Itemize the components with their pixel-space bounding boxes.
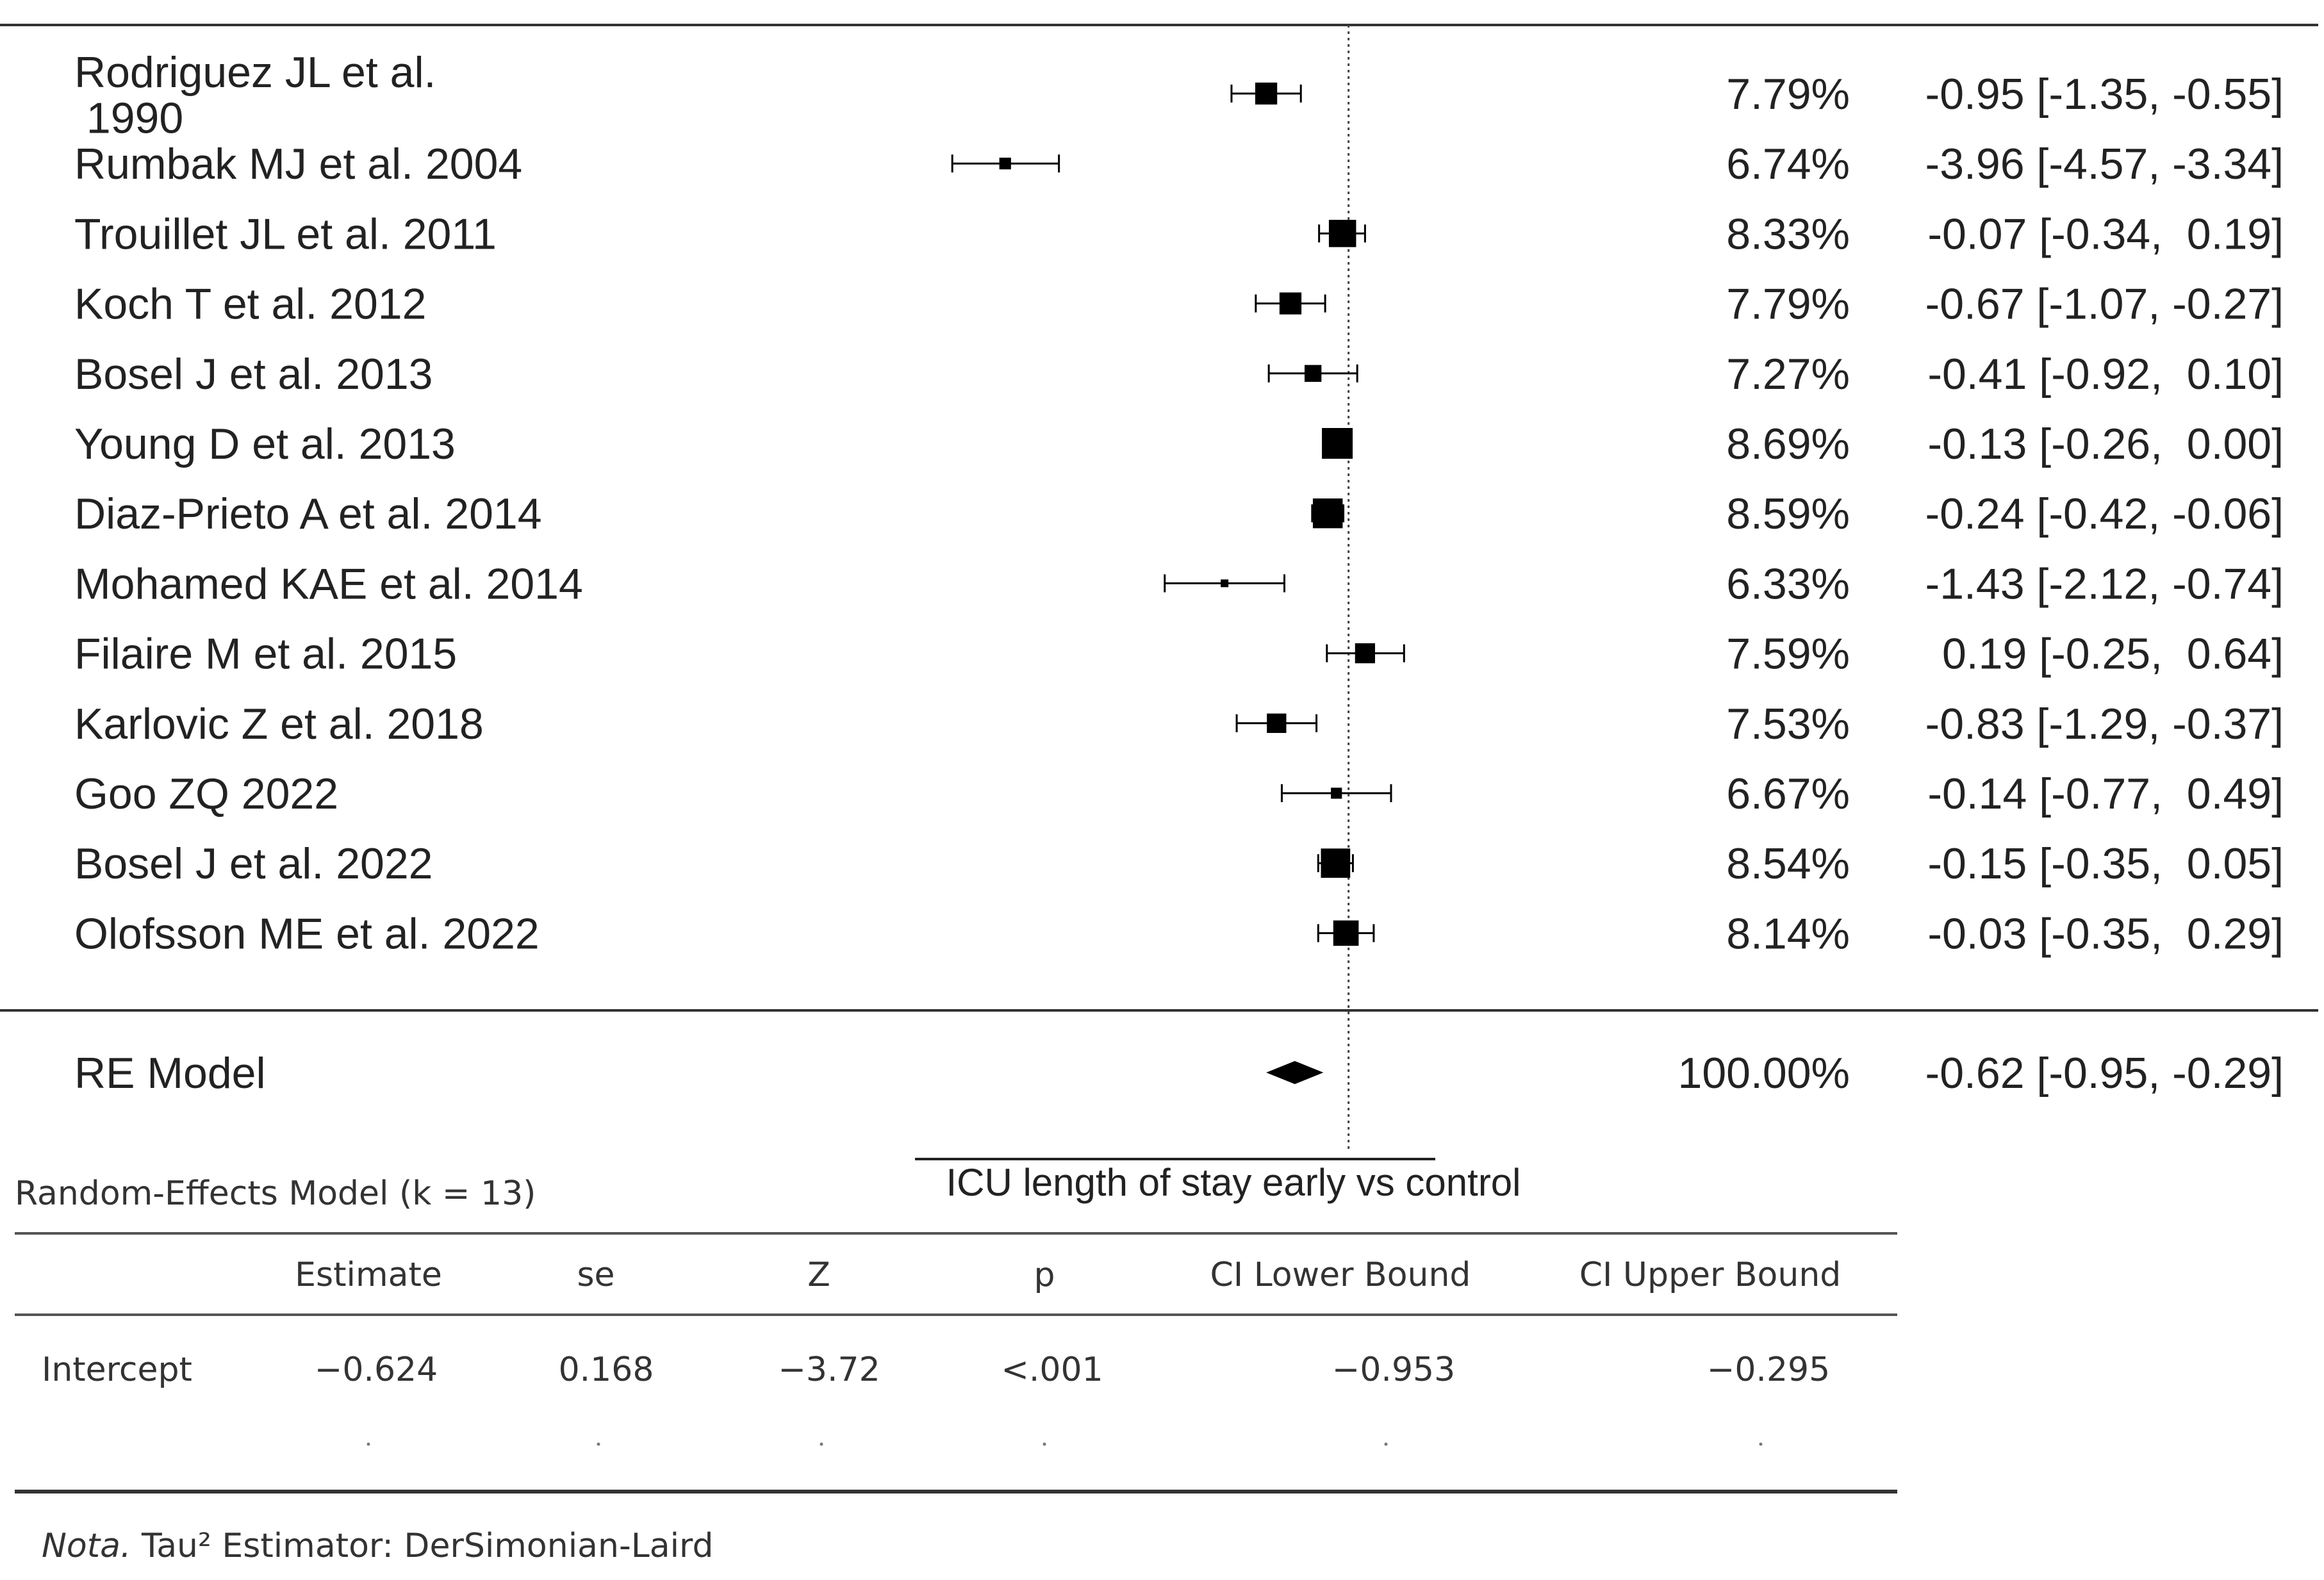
weight-label: 8.33% [1726,210,1850,258]
ci-label: -0.95 [-1.35, -0.55] [1925,70,2284,119]
weight-label: 8.14% [1726,909,1850,958]
ci-label: -0.15 [-0.35, 0.05] [1927,839,2284,888]
study-label: Rodriguez JL et al. 1990 [74,48,436,142]
table-cell: <.001 [1001,1351,1103,1389]
x-axis-label: ICU length of stay early vs control [946,1161,1520,1204]
ci-label: -0.14 [-0.77, 0.49] [1927,769,2284,818]
study-label: Goo ZQ 2022 [74,769,338,818]
weight-label: 7.59% [1726,630,1850,679]
estimate-square [1267,713,1287,733]
study-label: Young D et al. 2013 [74,420,456,468]
pooled-ci-label: -0.62 [-0.95, -0.29] [1925,1049,2284,1098]
estimate-square [1321,848,1351,878]
ci-label: -0.07 [-0.34, 0.19] [1927,210,2284,258]
table-cell: −0.953 [1332,1351,1455,1389]
estimate-square [1221,579,1229,588]
weight-label: 8.54% [1726,839,1850,888]
weight-label: 8.69% [1726,420,1850,468]
estimate-square [1312,498,1343,529]
ci-label: -0.83 [-1.29, -0.37] [1925,700,2284,748]
study-label: Olofsson ME et al. 2022 [74,909,540,958]
table-cell: −0.295 [1707,1351,1830,1389]
table-header: se [577,1256,614,1294]
weight-label: 8.59% [1726,490,1850,538]
table-header: CI Upper Bound [1579,1256,1842,1294]
ci-label: -0.67 [-1.07, -0.27] [1925,280,2284,329]
weight-label: 6.33% [1726,559,1850,608]
pooled-diamond [1266,1061,1324,1084]
study-label: Bosel J et al. 2013 [74,350,433,399]
table-dot [1384,1442,1388,1446]
table-dot [367,1442,370,1446]
table-dot [1759,1442,1763,1446]
study-label: Rumbak MJ et al. 2004 [74,140,522,188]
table-dot [820,1442,823,1446]
table-header: p [1034,1256,1055,1294]
ci-label: 0.19 [-0.25, 0.64] [1930,630,2284,679]
estimate-square [1331,787,1342,799]
weight-label: 7.53% [1726,700,1850,748]
weight-label: 7.79% [1726,70,1850,119]
table-header: Z [807,1256,830,1294]
ci-label: -0.24 [-0.42, -0.06] [1925,490,2284,538]
estimate-square [999,158,1011,170]
ci-label: -0.13 [-0.26, 0.00] [1927,420,2284,468]
ci-label: -0.41 [-0.92, 0.10] [1927,350,2284,399]
table-dot [1043,1442,1046,1446]
study-label: Koch T et al. 2012 [74,280,426,329]
weight-label: 7.79% [1726,280,1850,329]
pooled-label: RE Model [74,1049,266,1098]
ci-label: -3.96 [-4.57, -3.34] [1925,140,2284,188]
weight-label: 6.74% [1726,140,1850,188]
note-prefix: Nota. [42,1527,131,1565]
estimate-square [1328,220,1356,247]
note-text: Tau² Estimator: DerSimonian-Laird [141,1527,713,1565]
weight-label: 7.27% [1726,350,1850,399]
table-dot [597,1442,600,1446]
estimate-square [1255,82,1278,105]
study-label: Diaz-Prieto A et al. 2014 [74,490,542,538]
estimate-square [1333,920,1359,946]
estimate-square [1279,292,1302,315]
estimate-square [1322,428,1353,459]
ci-label: -1.43 [-2.12, -0.74] [1925,559,2284,608]
study-label: Trouillet JL et al. 2011 [74,210,497,258]
row-label: Intercept [42,1351,192,1389]
table-header: Estimate [295,1256,442,1294]
estimate-square [1355,643,1375,664]
ci-label: -0.03 [-0.35, 0.29] [1927,909,2284,958]
table-cell: 0.168 [559,1351,654,1389]
estimate-square [1305,365,1322,382]
pooled-weight: 100.00% [1678,1049,1850,1098]
study-label: Mohamed KAE et al. 2014 [74,559,583,608]
table-header: CI Lower Bound [1210,1256,1471,1294]
table-cell: −3.72 [778,1351,880,1389]
study-label: Filaire M et al. 2015 [74,630,457,679]
table-title: Random-Effects Model (k = 13) [15,1174,536,1213]
table-cell: −0.624 [315,1351,438,1389]
weight-label: 6.67% [1726,769,1850,818]
table-note: Nota. Tau² Estimator: DerSimonian-Laird [42,1527,714,1565]
study-label: Bosel J et al. 2022 [74,839,433,888]
study-label: Karlovic Z et al. 2018 [74,700,484,748]
